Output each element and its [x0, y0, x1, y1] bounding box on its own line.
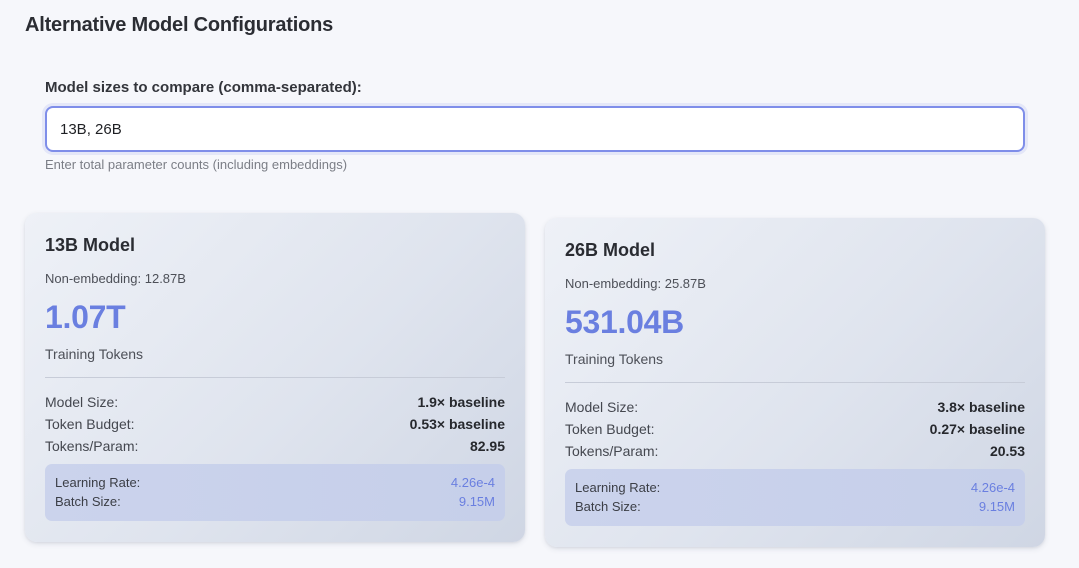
stat-model-size: Model Size: 3.8× baseline [565, 399, 1025, 415]
stat-label: Tokens/Param: [565, 443, 659, 459]
hp-label: Learning Rate: [575, 480, 661, 495]
model-sizes-hint: Enter total parameter counts (including … [45, 157, 348, 172]
hp-batch-size: Batch Size: 9.15M [55, 492, 495, 511]
stat-model-size: Model Size: 1.9× baseline [45, 394, 505, 410]
hyperparameters-box: Learning Rate: 4.26e-4 Batch Size: 9.15M [45, 464, 505, 521]
hp-learning-rate: Learning Rate: 4.26e-4 [55, 473, 495, 492]
card-title: 26B Model [565, 240, 656, 260]
hp-label: Learning Rate: [55, 475, 141, 490]
stat-token-budget: Token Budget: 0.27× baseline [565, 421, 1025, 437]
model-sizes-input[interactable] [45, 106, 1025, 152]
training-tokens-value: 1.07T [45, 299, 126, 335]
non-embedding-params: Non-embedding: 12.87B [45, 271, 186, 286]
stat-tokens-per-param: Tokens/Param: 82.95 [45, 438, 505, 454]
hp-value: 9.15M [978, 499, 1015, 514]
stat-value: 20.53 [989, 443, 1025, 459]
hp-value: 4.26e-4 [970, 480, 1015, 495]
stat-label: Tokens/Param: [45, 438, 139, 454]
stat-label: Model Size: [45, 394, 119, 410]
stat-label: Token Budget: [45, 416, 135, 432]
card-divider [45, 377, 505, 378]
stat-value: 0.53× baseline [409, 416, 505, 432]
stat-value: 82.95 [469, 438, 505, 454]
stat-value: 1.9× baseline [417, 394, 505, 410]
stat-label: Token Budget: [565, 421, 655, 437]
stat-label: Model Size: [565, 399, 639, 415]
hp-label: Batch Size: [575, 499, 641, 514]
hp-value: 4.26e-4 [450, 475, 495, 490]
model-card-13b: 13B Model Non-embedding: 12.87B 1.07T Tr… [25, 213, 525, 542]
hp-value: 9.15M [458, 494, 495, 509]
hp-batch-size: Batch Size: 9.15M [575, 497, 1015, 516]
hp-learning-rate: Learning Rate: 4.26e-4 [575, 478, 1015, 497]
stat-value: 0.27× baseline [929, 421, 1025, 437]
hp-label: Batch Size: [55, 494, 121, 509]
non-embedding-params: Non-embedding: 25.87B [565, 276, 706, 291]
stat-token-budget: Token Budget: 0.53× baseline [45, 416, 505, 432]
stat-value: 3.8× baseline [937, 399, 1025, 415]
hyperparameters-box: Learning Rate: 4.26e-4 Batch Size: 9.15M [565, 469, 1025, 526]
training-tokens-label: Training Tokens [45, 346, 144, 362]
model-card-26b: 26B Model Non-embedding: 25.87B 531.04B … [545, 218, 1045, 547]
stat-tokens-per-param: Tokens/Param: 20.53 [565, 443, 1025, 459]
card-divider [565, 382, 1025, 383]
section-title: Alternative Model Configurations [25, 14, 334, 36]
training-tokens-label: Training Tokens [565, 351, 664, 367]
training-tokens-value: 531.04B [565, 304, 684, 340]
card-title: 13B Model [45, 235, 136, 255]
model-sizes-label: Model sizes to compare (comma-separated)… [45, 79, 362, 96]
